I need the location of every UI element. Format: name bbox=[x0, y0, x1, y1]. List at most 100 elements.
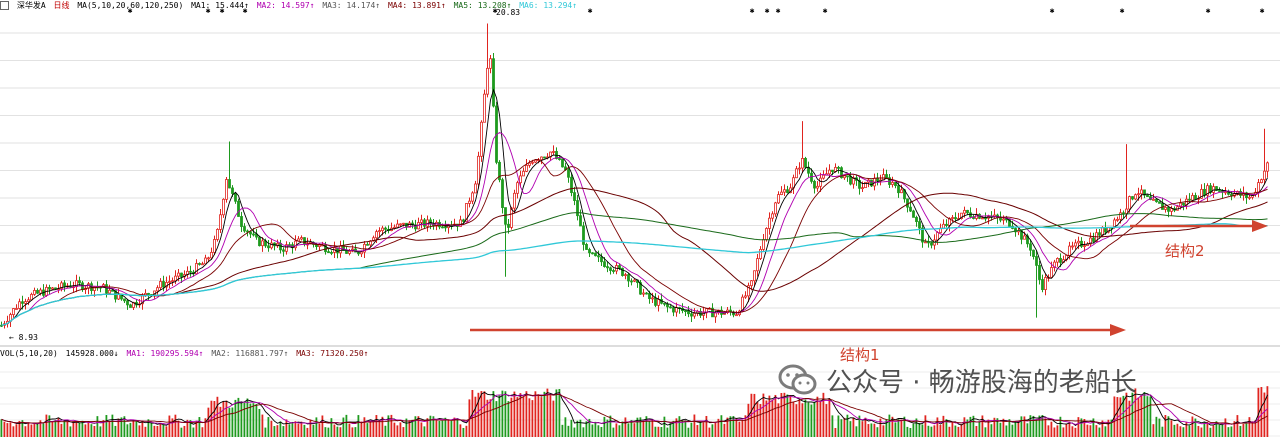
event-marker: ✱ bbox=[1260, 6, 1265, 15]
volume-bar bbox=[498, 395, 501, 437]
candle-body bbox=[1194, 195, 1197, 200]
candle-body bbox=[252, 233, 255, 236]
candle-body bbox=[1260, 179, 1263, 184]
volume-bar bbox=[378, 421, 381, 437]
candle-body bbox=[522, 170, 525, 177]
candle-body bbox=[171, 280, 174, 283]
candle-body bbox=[189, 270, 192, 273]
candle-body bbox=[561, 158, 564, 168]
volume-bar bbox=[468, 399, 471, 437]
volume-bar bbox=[1035, 419, 1038, 437]
candle-body bbox=[912, 210, 915, 218]
volume-bar bbox=[144, 426, 147, 437]
candle-body bbox=[750, 280, 753, 287]
volume-bar bbox=[903, 416, 906, 437]
candle-body bbox=[213, 239, 216, 253]
candle-body bbox=[618, 265, 621, 269]
candle-body bbox=[1074, 242, 1077, 247]
volume-bar bbox=[1050, 421, 1053, 437]
volume-bar bbox=[294, 421, 297, 437]
candle-body bbox=[234, 193, 237, 202]
candle-body bbox=[804, 157, 807, 168]
volume-bar bbox=[249, 403, 252, 437]
volume-bar bbox=[885, 419, 888, 437]
volume-bar bbox=[1251, 421, 1254, 437]
volume-bar bbox=[975, 426, 978, 437]
volume-bar bbox=[192, 427, 195, 437]
candle-body bbox=[528, 162, 531, 166]
candle-body bbox=[207, 257, 210, 260]
candle-body bbox=[951, 217, 954, 219]
candle-body bbox=[12, 308, 15, 315]
candle-body bbox=[24, 301, 27, 304]
volume-bar bbox=[774, 394, 777, 437]
event-markers: ✱ ✱ ✱ ✱ ✱ ✱ ✱ ✱ ✱ ✱ ✱ ✱ ✱ ✱ bbox=[128, 6, 1265, 15]
volume-bar bbox=[552, 400, 555, 437]
period-label: 日线 bbox=[53, 1, 70, 10]
candle-body bbox=[777, 194, 780, 204]
candle-body bbox=[870, 179, 873, 187]
volume-bar bbox=[909, 427, 912, 437]
volume-bar bbox=[1026, 423, 1029, 437]
volume-bar bbox=[81, 420, 84, 437]
candle-body bbox=[336, 247, 339, 254]
candle-body bbox=[960, 212, 963, 219]
candle-body bbox=[1125, 208, 1128, 214]
candle-body bbox=[531, 161, 534, 164]
candle-body bbox=[630, 280, 633, 283]
volume-bar bbox=[900, 419, 903, 437]
volume-bar bbox=[117, 418, 120, 437]
candle-body bbox=[747, 285, 750, 297]
volume-bar bbox=[195, 420, 198, 437]
candle-body bbox=[663, 302, 666, 305]
volume-bar bbox=[456, 418, 459, 437]
candle-body bbox=[783, 189, 786, 193]
candle-body bbox=[648, 293, 651, 300]
volume-bar bbox=[654, 426, 657, 437]
candle-body bbox=[465, 203, 468, 222]
volume-bar bbox=[600, 426, 603, 437]
volume-bar bbox=[768, 395, 771, 437]
structure1-label: 结构1 bbox=[840, 346, 880, 364]
volume-bar bbox=[438, 421, 441, 437]
volume-bar bbox=[465, 425, 468, 437]
volume-bar bbox=[354, 427, 357, 437]
event-marker: ✱ bbox=[493, 6, 498, 15]
candle-body bbox=[147, 292, 150, 295]
vol-ma5-line bbox=[1, 391, 1268, 426]
volume-bar bbox=[282, 426, 285, 437]
volume-bar bbox=[582, 427, 585, 437]
candle-body bbox=[1002, 218, 1005, 221]
volume-bar bbox=[171, 418, 174, 437]
ma-params: MA(5,10,20,60,120,250) bbox=[77, 1, 184, 10]
candle-body bbox=[759, 249, 762, 259]
volume-bar bbox=[1002, 418, 1005, 437]
volume-bar bbox=[978, 421, 981, 437]
candle-body bbox=[600, 256, 603, 263]
volume-bar bbox=[660, 426, 663, 437]
volume-bar bbox=[177, 420, 180, 437]
volume-bar bbox=[231, 407, 234, 437]
volume-bar bbox=[879, 418, 882, 437]
candle-body bbox=[18, 301, 21, 309]
candle-body bbox=[798, 167, 801, 170]
candle-body bbox=[63, 282, 66, 287]
candle-body bbox=[1035, 256, 1038, 266]
volume-bar bbox=[168, 415, 171, 437]
volume-bar bbox=[918, 422, 921, 437]
checkbox-icon[interactable] bbox=[0, 1, 9, 10]
volume-bar bbox=[66, 421, 69, 437]
volume-bar bbox=[543, 391, 546, 437]
candle-body bbox=[603, 261, 606, 268]
volume-bar bbox=[849, 421, 852, 437]
volume-bar bbox=[801, 403, 804, 437]
volume-bar bbox=[954, 425, 957, 437]
candle-body bbox=[51, 287, 54, 290]
candle-body bbox=[1071, 245, 1074, 248]
volume-bar bbox=[1182, 427, 1185, 437]
volume-bar bbox=[6, 423, 9, 437]
candle-body bbox=[1248, 196, 1251, 199]
candle-body bbox=[480, 121, 483, 157]
vol-params: VOL(5,10,20) bbox=[0, 349, 58, 358]
